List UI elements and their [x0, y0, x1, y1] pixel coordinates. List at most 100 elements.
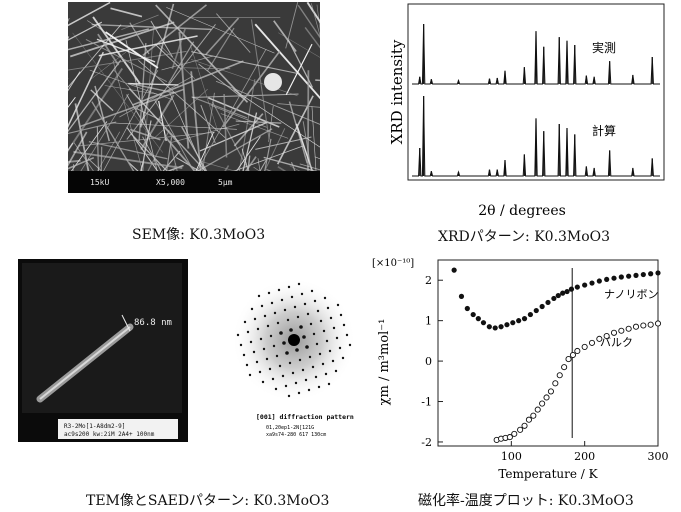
saed-spot [257, 294, 261, 298]
chi-point-nanoribbon [564, 288, 570, 295]
tem-image: 86.8 nm R3-2Mo[1-A8dm2-9] ac9s200 kw:2iM… [18, 259, 188, 442]
saed-spot [285, 351, 289, 355]
chi-caption: 磁化率-温度プロット: K0.3MoO3 [418, 493, 634, 509]
sem-info-bar: 15kU X5,000 5μm [68, 171, 320, 193]
saed-spot [348, 343, 352, 347]
chi-point-nanoribbon [626, 273, 632, 279]
tem-caption: TEM像とSAEDパターン: K0.3MoO3 [86, 493, 330, 509]
chi-point-bulk [552, 380, 559, 387]
saed-spot [307, 388, 311, 392]
saed-spot [243, 320, 247, 324]
saed-spot [339, 313, 343, 317]
chi-point-bulk [521, 422, 528, 429]
saed-spot [250, 307, 254, 311]
chi-ytick-label: 0 [425, 355, 432, 368]
saed-spot [313, 299, 317, 303]
chi-point-nanoribbon [574, 284, 580, 290]
saed-spot [274, 387, 278, 391]
chi-point-nanoribbon [551, 295, 557, 302]
chi-point-nanoribbon [533, 307, 539, 314]
saed-spot [280, 298, 284, 302]
chi-point-nanoribbon [504, 322, 510, 328]
saed-spot [291, 371, 295, 375]
chi-point-nanoribbon [475, 316, 481, 322]
sem-scale: 5μm [218, 178, 233, 187]
chi-point-bulk [588, 339, 596, 346]
chi-label-nanoribbon: ナノリボン [604, 288, 658, 301]
saed-spot [309, 322, 313, 326]
saed-spot [298, 358, 302, 362]
saed-spot [271, 377, 275, 381]
saed-spot [253, 317, 257, 321]
saed-spot [335, 336, 339, 340]
saed-spot [260, 304, 264, 308]
chi-point-bulk [547, 388, 554, 395]
chi-point-bulk [625, 325, 632, 332]
saed-spot [327, 382, 331, 386]
saed-spot [272, 344, 276, 348]
saed-spot [265, 357, 269, 361]
saed-spot [283, 308, 287, 312]
saed-spot [278, 364, 282, 368]
saed-spot [261, 380, 265, 384]
chi-point-nanoribbon [458, 293, 465, 299]
chi-unit-label: [×10⁻¹⁰] [372, 258, 414, 269]
chi-ytick-label: -1 [421, 396, 432, 409]
saed-footer-line2: xa9s74-280 617 130cm [266, 432, 326, 438]
xrd-caption: XRDパターン: K0.3MoO3 [438, 229, 611, 245]
saed-spot [252, 350, 256, 354]
saed-spot [341, 356, 345, 360]
saed-spot [300, 292, 304, 296]
chi-point-bulk [506, 434, 513, 441]
chi-point-nanoribbon [655, 270, 661, 276]
saed-spot [259, 337, 263, 341]
saed-spot [246, 330, 250, 334]
saed-spot [325, 339, 329, 343]
saed-spot [245, 363, 249, 367]
saed-spot [310, 289, 314, 293]
saed-spot [321, 362, 325, 366]
xrd-frame [407, 3, 665, 181]
saed-spot [305, 345, 309, 349]
chi-point-nanoribbon [640, 271, 646, 278]
saed-spot [312, 332, 316, 336]
chi-point-bulk [517, 426, 524, 433]
chi-point-bulk [556, 372, 563, 379]
saed-spot [322, 329, 326, 333]
saed-spot [242, 353, 246, 357]
chi-point-nanoribbon [521, 316, 528, 322]
saed-spot [287, 394, 291, 398]
saed-spot [288, 361, 292, 365]
chi-point-bulk [530, 412, 537, 419]
tem-footer-plate [58, 419, 178, 439]
saed-spot [311, 365, 315, 369]
chi-point-nanoribbon [486, 324, 492, 330]
chi-frame [437, 259, 659, 447]
tem-footer-line1: R3-2Mo[1-A8dm2-9] [64, 423, 125, 430]
chi-point-bulk [654, 320, 662, 327]
xrd-xlabel: 2θ / degrees [478, 203, 566, 219]
chi-xtick-label: 200 [574, 450, 595, 463]
chi-ytick-label: -2 [421, 436, 432, 449]
saed-spot [267, 291, 271, 295]
saed-spot [297, 391, 301, 395]
chi-point-nanoribbon [611, 275, 617, 281]
chi-ytick-label: 2 [425, 274, 432, 287]
saed-spot [282, 341, 286, 345]
chi-label-bulk: バルク [600, 336, 633, 349]
chi-point-nanoribbon [527, 311, 533, 318]
saed-spot [345, 333, 349, 337]
chi-point-nanoribbon [604, 276, 610, 283]
saed-spot [286, 318, 290, 322]
saed-spot [268, 367, 272, 371]
chi-point-bulk [511, 430, 518, 437]
saed-spot [318, 352, 322, 356]
sem-image: 15kU X5,000 5μm [68, 2, 320, 193]
saed-spot [255, 360, 259, 364]
chi-point-nanoribbon [498, 324, 504, 330]
saed-spot [289, 328, 293, 332]
saed-spot [329, 316, 333, 320]
chi-point-bulk [618, 327, 625, 334]
sem-nanowire-texture [68, 2, 320, 193]
chi-point-bulk [610, 329, 618, 336]
